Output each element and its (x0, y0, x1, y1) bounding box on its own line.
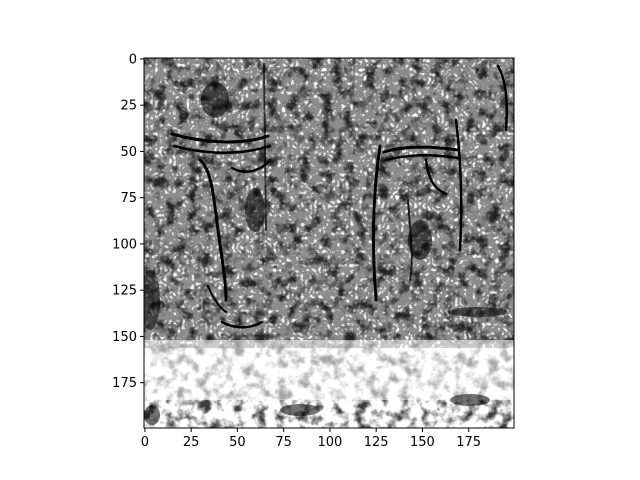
light-lower-band (144, 340, 514, 400)
x-tick-label: 25 (183, 435, 200, 450)
plot-frame (143, 57, 515, 429)
left-object-edges (170, 63, 272, 329)
x-axis: 0 25 50 75 100 125 150 175 (141, 428, 481, 450)
x-tick-label: 50 (229, 435, 246, 450)
right-object-edges (371, 64, 508, 302)
heatmap-image (144, 58, 514, 428)
y-tick-label: 50 (120, 145, 137, 160)
x-tick-label: 125 (364, 435, 389, 450)
dark-blotches (144, 82, 508, 425)
y-tick-label: 25 (120, 99, 137, 114)
y-tick-label: 75 (120, 191, 137, 206)
y-tick-label: 175 (112, 376, 137, 391)
x-tick-label: 75 (275, 435, 292, 450)
y-tick-label: 100 (112, 237, 137, 252)
x-tick-label: 100 (318, 435, 343, 450)
x-tick-label: 150 (410, 435, 435, 450)
speckle-layer (144, 58, 514, 348)
x-tick-label: 175 (456, 435, 481, 450)
x-tick-label: 0 (141, 435, 149, 450)
y-axis: 0 25 50 75 100 125 150 175 (112, 52, 144, 391)
y-tick-label: 125 (112, 284, 137, 299)
y-tick-label: 150 (112, 330, 137, 345)
y-tick-label: 0 (129, 52, 137, 67)
